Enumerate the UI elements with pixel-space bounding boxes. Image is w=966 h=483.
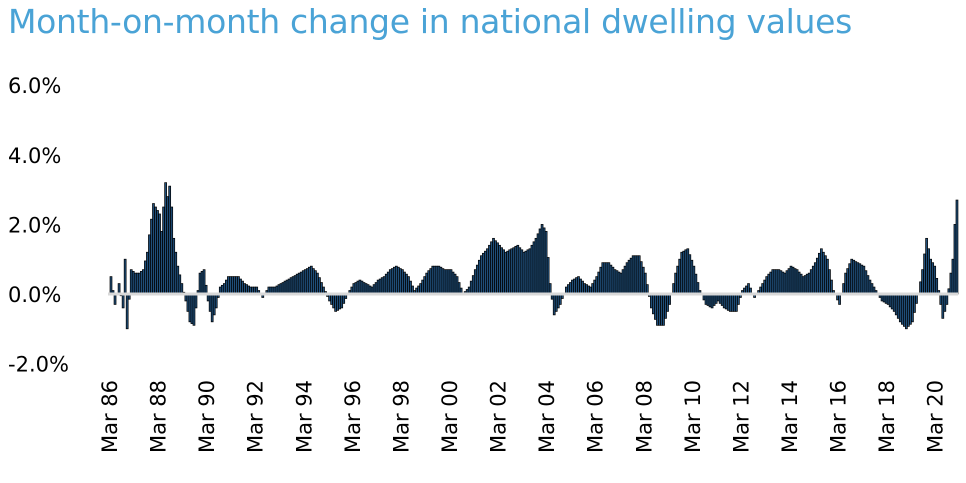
bar — [113, 293, 117, 305]
x-tick-label: Mar 08 — [632, 380, 656, 453]
x-axis: Mar 86 Mar 88 Mar 90 Mar 92 Mar 94 Mar 96 Mar … — [98, 380, 948, 453]
x-tick-label: Mar 94 — [292, 380, 316, 453]
y-tick-label: 2.0% — [8, 213, 61, 237]
x-tick-label: Mar 18 — [875, 380, 899, 453]
bar — [194, 293, 198, 309]
x-tick-label: Mar 86 — [98, 380, 122, 453]
bar — [955, 199, 959, 295]
y-tick-label: 4.0% — [8, 144, 61, 168]
x-tick-label: Mar 14 — [778, 380, 802, 453]
x-tick-label: Mar 20 — [924, 380, 948, 453]
y-tick-label: 6.0% — [8, 74, 61, 98]
x-tick-label: Mar 90 — [195, 380, 219, 453]
bar-series — [109, 182, 959, 330]
bar — [123, 258, 127, 295]
bar — [668, 293, 671, 305]
y-tick-label: -2.0% — [8, 353, 69, 377]
x-tick-label: Mar 10 — [681, 380, 705, 453]
x-tick-label: Mar 16 — [827, 380, 851, 453]
x-tick-label: Mar 06 — [584, 380, 608, 453]
bar — [121, 293, 125, 309]
y-axis: 6.0% 4.0% 2.0% 0.0% -2.0% — [8, 74, 69, 376]
x-tick-label: Mar 12 — [729, 380, 753, 453]
x-tick-label: Mar 98 — [389, 380, 413, 453]
x-tick-label: Mar 88 — [147, 380, 171, 453]
x-tick-label: Mar 92 — [244, 380, 268, 453]
x-tick-label: Mar 96 — [341, 380, 365, 453]
y-tick-label: 0.0% — [8, 283, 61, 307]
bar — [117, 283, 121, 295]
bar — [945, 293, 949, 305]
bar — [548, 283, 552, 295]
x-tick-label: Mar 02 — [487, 380, 511, 453]
x-tick-label: Mar 04 — [535, 380, 559, 453]
chart-title: Month-on-month change in national dwelli… — [8, 2, 853, 41]
bar — [838, 293, 841, 305]
x-tick-label: Mar 00 — [438, 380, 462, 453]
